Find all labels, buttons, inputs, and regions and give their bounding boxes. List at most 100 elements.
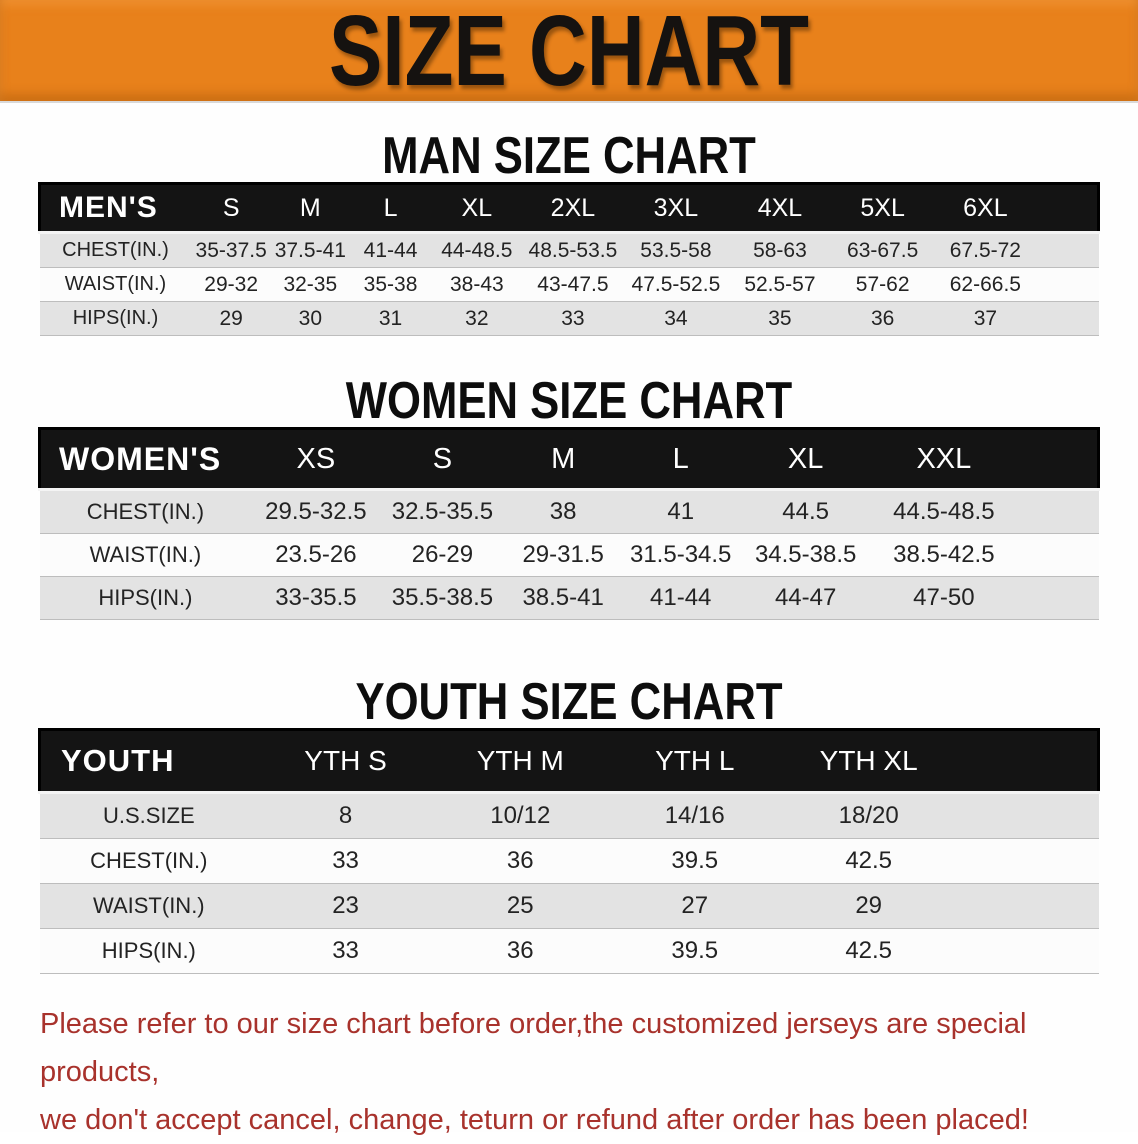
- column-header: XL: [431, 182, 523, 234]
- size-value-cell: 47-50: [871, 576, 1016, 620]
- row-label: HIPS(IN.): [39, 301, 192, 336]
- size-value-cell: 58-63: [728, 232, 832, 268]
- table-header-label: YOUTH: [38, 728, 259, 794]
- size-value-cell: 33: [258, 928, 433, 974]
- column-header: M: [270, 182, 350, 234]
- men-section-title: MAN SIZE CHART: [382, 127, 756, 185]
- table-row: WAIST(IN.) 23 25 27 29: [39, 883, 1099, 929]
- table-row: U.S.SIZE 8 10/12 14/16 18/20: [39, 792, 1099, 839]
- row-label: WAIST(IN.): [39, 533, 252, 577]
- size-value-cell: 47.5-52.5: [623, 267, 729, 302]
- size-value-cell: 10/12: [432, 792, 608, 839]
- size-value-cell: 33-35.5: [251, 576, 381, 620]
- size-value-cell: 33: [258, 838, 433, 884]
- row-label: HIPS(IN.): [39, 576, 252, 620]
- row-spacer: [1015, 576, 1099, 620]
- table-row: CHEST(IN.) 33 36 39.5 42.5: [39, 838, 1099, 884]
- size-value-cell: 37: [933, 301, 1037, 336]
- row-spacer: [1037, 267, 1099, 302]
- banner: SIZE CHART: [0, 0, 1138, 103]
- size-value-cell: 36: [831, 301, 934, 336]
- size-value-cell: 32.5-35.5: [380, 489, 505, 534]
- size-value-cell: 44-48.5: [431, 232, 523, 268]
- size-value-cell: 38-43: [431, 267, 523, 302]
- table-row: WAIST(IN.) 23.5-26 26-29 29-31.5 31.5-34.5 34…: [39, 533, 1099, 577]
- size-value-cell: 27: [607, 883, 782, 929]
- size-value-cell: 35-38: [349, 267, 432, 302]
- size-value-cell: 36: [432, 928, 608, 974]
- women-size-table: WOMEN'S XS S M L XL XXL CHEST(IN.) 29.5-32.5 32.5…: [38, 427, 1100, 620]
- row-spacer: [955, 792, 1099, 839]
- size-value-cell: 41-44: [621, 576, 740, 620]
- size-value-cell: 38.5-42.5: [871, 533, 1016, 577]
- section-youth: YOUTH SIZE CHART YOUTH YTH S YTH M YTH L YTH…: [0, 676, 1138, 974]
- footer-note-line-1: Please refer to our size chart before or…: [40, 1008, 1027, 1088]
- row-label: WAIST(IN.): [39, 267, 192, 302]
- size-value-cell: 31.5-34.5: [621, 533, 740, 577]
- size-value-cell: 34: [623, 301, 729, 336]
- size-value-cell: 23.5-26: [251, 533, 381, 577]
- table-row: CHEST(IN.) 29.5-32.5 32.5-35.5 38 41 44.5 44.5…: [39, 489, 1099, 534]
- row-spacer: [955, 883, 1099, 929]
- row-spacer: [1037, 301, 1099, 336]
- row-spacer: [1037, 232, 1099, 268]
- size-value-cell: 52.5-57: [728, 267, 832, 302]
- header-spacer: [1015, 427, 1100, 491]
- size-value-cell: 39.5: [607, 928, 782, 974]
- section-men: MAN SIZE CHART MEN'S S M L XL 2XL 3XL 4XL 5XL 6XL…: [0, 130, 1138, 336]
- size-value-cell: 67.5-72: [933, 232, 1037, 268]
- size-value-cell: 42.5: [781, 838, 956, 884]
- size-value-cell: 42.5: [781, 928, 956, 974]
- column-header: S: [191, 182, 271, 234]
- column-header: M: [504, 427, 622, 491]
- table-header-label: WOMEN'S: [38, 427, 252, 491]
- column-header: XXL: [871, 427, 1016, 491]
- table-header-row: MEN'S S M L XL 2XL 3XL 4XL 5XL 6XL: [38, 182, 1100, 234]
- column-header: YTH S: [258, 728, 433, 794]
- size-value-cell: 41-44: [349, 232, 432, 268]
- size-value-cell: 38.5-41: [504, 576, 622, 620]
- header-spacer: [1037, 182, 1100, 234]
- size-value-cell: 26-29: [380, 533, 505, 577]
- size-value-cell: 48.5-53.5: [522, 232, 624, 268]
- column-header: L: [349, 182, 432, 234]
- table-header-row: YOUTH YTH S YTH M YTH L YTH XL: [38, 728, 1100, 794]
- column-header: 3XL: [623, 182, 729, 234]
- table-row: HIPS(IN.) 29 30 31 32 33 34 35 36 37: [39, 301, 1099, 336]
- row-label: CHEST(IN.): [39, 232, 192, 268]
- section-women: WOMEN SIZE CHART WOMEN'S XS S M L XL XXL CHEST(…: [0, 375, 1138, 620]
- column-header: XS: [251, 427, 381, 491]
- row-label: HIPS(IN.): [39, 928, 259, 974]
- column-header: 2XL: [522, 182, 624, 234]
- column-header: YTH L: [607, 728, 782, 794]
- size-value-cell: 29.5-32.5: [251, 489, 381, 534]
- column-header: 6XL: [933, 182, 1037, 234]
- size-value-cell: 33: [522, 301, 624, 336]
- row-label: CHEST(IN.): [39, 489, 252, 534]
- table-header-label: MEN'S: [38, 182, 192, 234]
- size-value-cell: 25: [432, 883, 608, 929]
- youth-size-table: YOUTH YTH S YTH M YTH L YTH XL U.S.SIZE 8 10/12…: [38, 728, 1100, 974]
- women-section-title: WOMEN SIZE CHART: [345, 372, 793, 430]
- footer-note: Please refer to our size chart before or…: [40, 1000, 1104, 1144]
- size-value-cell: 32-35: [270, 267, 350, 302]
- size-value-cell: 62-66.5: [933, 267, 1037, 302]
- column-header: YTH M: [432, 728, 608, 794]
- table-row: HIPS(IN.) 33-35.5 35.5-38.5 38.5-41 41-44 44-…: [39, 576, 1099, 620]
- row-spacer: [955, 928, 1099, 974]
- size-value-cell: 35: [728, 301, 832, 336]
- size-value-cell: 37.5-41: [270, 232, 350, 268]
- size-value-cell: 29-32: [191, 267, 271, 302]
- size-value-cell: 34.5-38.5: [739, 533, 872, 577]
- row-spacer: [1015, 489, 1099, 534]
- size-value-cell: 44-47: [739, 576, 872, 620]
- header-spacer: [955, 728, 1100, 794]
- size-value-cell: 31: [349, 301, 432, 336]
- row-spacer: [955, 838, 1099, 884]
- size-value-cell: 41: [621, 489, 740, 534]
- size-value-cell: 35-37.5: [191, 232, 271, 268]
- size-value-cell: 36: [432, 838, 608, 884]
- page-title: SIZE CHART: [329, 0, 809, 107]
- table-header-row: WOMEN'S XS S M L XL XXL: [38, 427, 1100, 491]
